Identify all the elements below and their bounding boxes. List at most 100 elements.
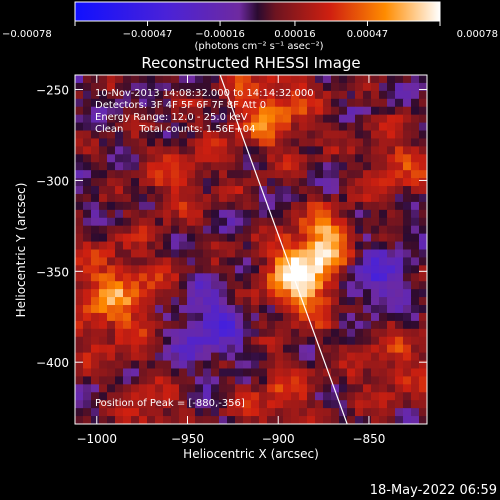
heatmap-cell: [411, 130, 420, 140]
heatmap-cell: [163, 154, 172, 163]
heatmap-cell: [251, 328, 260, 338]
heatmap-cell: [227, 408, 236, 417]
heatmap-cell: [363, 154, 372, 163]
heatmap-cell: [123, 376, 132, 385]
heatmap-cell: [99, 297, 108, 306]
colorbar: −0.00078 −0.00047 −0.00016 0.00016 0.00047 0.…: [2, 1, 498, 52]
heatmap-cell: [387, 249, 396, 259]
heatmap-cell: [179, 344, 188, 354]
heatmap-cell: [179, 82, 188, 92]
heatmap-cell: [259, 106, 268, 116]
heatmap-cell: [179, 241, 188, 251]
heatmap-cell: [347, 400, 356, 409]
heatmap-cell: [299, 82, 308, 92]
heatmap-cell: [147, 265, 156, 274]
heatmap-cell: [315, 336, 324, 346]
heatmap-cell: [243, 368, 252, 378]
heatmap-cell: [379, 154, 388, 163]
heatmap-cell: [339, 114, 348, 124]
heatmap-cell: [139, 225, 148, 235]
heatmap-cell: [235, 170, 244, 179]
heatmap-cell: [259, 170, 268, 179]
heatmap-cell: [355, 408, 364, 417]
heatmap-cell: [219, 138, 228, 147]
heatmap-cell: [75, 201, 84, 211]
heatmap-cell: [235, 186, 244, 195]
heatmap-cell: [123, 75, 132, 84]
heatmap-cell: [403, 352, 412, 362]
heatmap-cell: [299, 384, 308, 393]
heatmap-cell: [227, 130, 236, 140]
heatmap-cell: [339, 273, 348, 282]
heatmap-cell: [387, 193, 396, 203]
heatmap-cell: [99, 360, 108, 370]
heatmap-cell: [219, 249, 228, 259]
heatmap-cell: [171, 122, 180, 132]
heatmap-cell: [395, 130, 404, 140]
heatmap-cell: [131, 249, 140, 259]
heatmap-cell: [83, 249, 92, 259]
heatmap-cell: [235, 233, 244, 243]
heatmap-cell: [195, 241, 204, 251]
heatmap-cell: [139, 352, 148, 362]
heatmap-cell: [171, 178, 180, 187]
heatmap-cell: [339, 305, 348, 314]
heatmap-cell: [403, 82, 412, 92]
heatmap-cell: [131, 416, 140, 424]
heatmap-cell: [355, 249, 364, 259]
heatmap-cell: [115, 75, 124, 84]
heatmap-cell: [419, 186, 427, 195]
heatmap-cell: [115, 408, 124, 417]
heatmap-cell: [379, 312, 388, 322]
heatmap-cell: [235, 384, 244, 393]
heatmap-cell: [379, 225, 388, 235]
heatmap-cell: [187, 416, 196, 424]
heatmap-cell: [275, 114, 284, 124]
heatmap-cell: [315, 130, 324, 140]
heatmap-cell: [139, 249, 148, 259]
heatmap-cell: [91, 162, 100, 171]
heatmap-cell: [91, 233, 100, 243]
heatmap-cell: [419, 241, 427, 251]
heatmap-cell: [99, 82, 108, 92]
heatmap-cell: [387, 146, 396, 155]
heatmap-cell: [347, 114, 356, 124]
heatmap-cell: [139, 408, 148, 417]
heatmap-cell: [347, 368, 356, 378]
heatmap-cell: [115, 305, 124, 314]
heatmap-cell: [323, 281, 332, 290]
heatmap-cell: [387, 305, 396, 314]
heatmap-cell: [147, 273, 156, 282]
heatmap-cell: [195, 384, 204, 393]
heatmap-cell: [259, 376, 268, 385]
heatmap-cell: [267, 186, 276, 195]
heatmap-cell: [283, 416, 292, 424]
heatmap-cell: [211, 122, 220, 132]
colorbar-tick-label: −0.00047: [123, 29, 173, 40]
heatmap-cell: [187, 392, 196, 401]
heatmap-cell: [227, 122, 236, 132]
heatmap-cell: [315, 233, 324, 243]
heatmap-cell: [171, 154, 180, 163]
heatmap-cell: [251, 416, 260, 424]
heatmap-cell: [147, 162, 156, 171]
heatmap-cell: [91, 186, 100, 195]
heatmap-cell: [283, 249, 292, 259]
heatmap-cell: [411, 186, 420, 195]
heatmap-cell: [203, 122, 212, 132]
heatmap-cell: [403, 186, 412, 195]
heatmap-cell: [83, 201, 92, 211]
heatmap-cell: [163, 114, 172, 124]
colorbar-units: (photons cm⁻² s⁻¹ asec⁻²): [194, 41, 323, 52]
heatmap-cell: [355, 90, 364, 100]
heatmap-cell: [211, 344, 220, 354]
heatmap-cell: [411, 138, 420, 147]
heatmap-cell: [283, 170, 292, 179]
heatmap-cell: [259, 75, 268, 84]
heatmap-cell: [211, 241, 220, 251]
heatmap-cell: [267, 122, 276, 132]
heatmap-cell: [371, 376, 380, 385]
heatmap-cell: [91, 265, 100, 274]
heatmap-cell: [395, 360, 404, 370]
heatmap-cell: [291, 328, 300, 338]
